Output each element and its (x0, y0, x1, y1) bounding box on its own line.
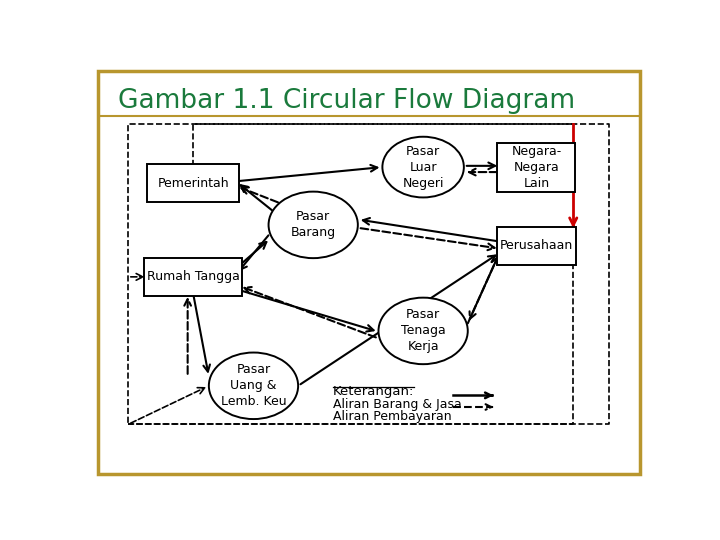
Text: Keterangan:: Keterangan: (333, 385, 414, 398)
Text: Pasar
Tenaga
Kerja: Pasar Tenaga Kerja (401, 308, 446, 353)
Text: Pemerintah: Pemerintah (158, 177, 229, 190)
Text: Negara-
Negara
Lain: Negara- Negara Lain (511, 145, 562, 190)
Text: Perusahaan: Perusahaan (500, 239, 573, 252)
Circle shape (379, 298, 468, 364)
FancyBboxPatch shape (498, 143, 575, 192)
Text: Pasar
Barang: Pasar Barang (291, 211, 336, 239)
Text: Gambar 1.1 Circular Flow Diagram: Gambar 1.1 Circular Flow Diagram (118, 87, 575, 113)
Text: Pasar
Luar
Negeri: Pasar Luar Negeri (402, 145, 444, 190)
Text: Aliran Barang & Jasa: Aliran Barang & Jasa (333, 399, 462, 411)
Text: Aliran Pembayaran: Aliran Pembayaran (333, 410, 451, 423)
FancyBboxPatch shape (497, 227, 576, 265)
Circle shape (382, 137, 464, 198)
Circle shape (209, 353, 298, 419)
FancyBboxPatch shape (147, 164, 239, 202)
Circle shape (269, 192, 358, 258)
Text: Pasar
Uang &
Lemb. Keu: Pasar Uang & Lemb. Keu (221, 363, 287, 408)
Text: Rumah Tangga: Rumah Tangga (147, 271, 240, 284)
FancyBboxPatch shape (145, 258, 242, 296)
